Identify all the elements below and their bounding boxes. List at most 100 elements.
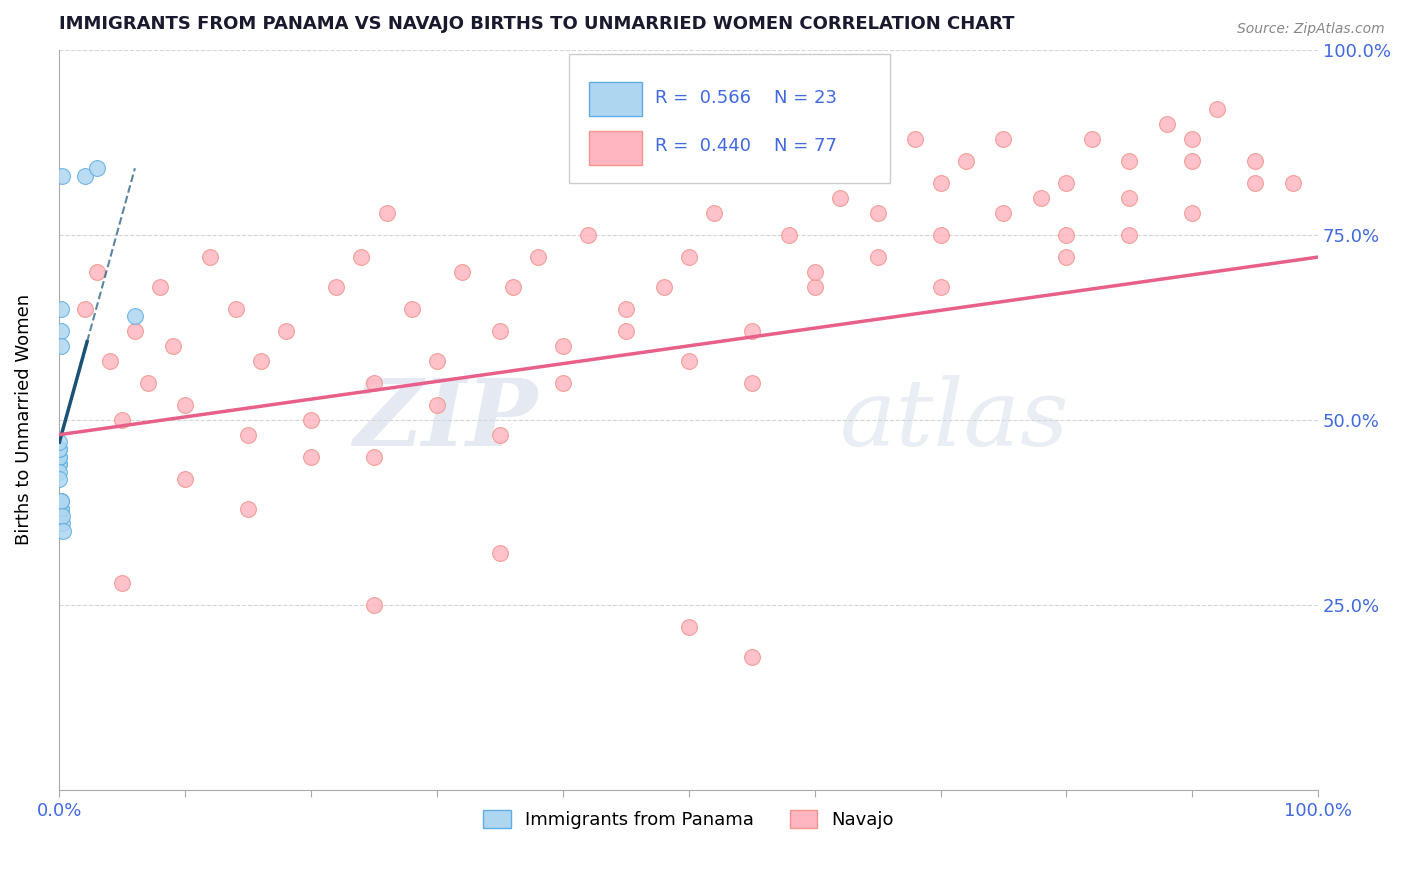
Point (1118, 227, 1140, 242)
Point (48, 457, 70, 471)
Text: atlas: atlas (839, 375, 1070, 465)
Point (174, 472, 197, 486)
Point (48, 435, 70, 450)
Point (703, 205, 725, 219)
Point (111, 575, 134, 590)
Point (526, 250, 548, 264)
Point (1181, 153, 1204, 168)
Point (51, 516, 73, 531)
Point (48, 457, 70, 471)
Point (1156, 117, 1178, 131)
FancyBboxPatch shape (589, 82, 643, 117)
Point (551, 339, 574, 353)
Point (363, 598, 385, 612)
Point (1054, 227, 1077, 242)
Point (614, 324, 637, 338)
Point (49, 301, 72, 316)
Point (866, 205, 889, 219)
Point (741, 376, 763, 390)
Point (576, 227, 599, 242)
Point (778, 227, 800, 242)
FancyBboxPatch shape (569, 54, 890, 183)
Point (993, 205, 1015, 219)
Point (828, 191, 851, 205)
Point (48, 450, 70, 464)
Legend: Immigrants from Panama, Navajo: Immigrants from Panama, Navajo (477, 803, 901, 837)
Point (426, 353, 449, 368)
Point (803, 265, 825, 279)
Point (49, 501, 72, 516)
Point (73, 169, 96, 183)
Point (375, 205, 398, 219)
Point (1244, 176, 1267, 190)
Point (124, 310, 146, 324)
Point (49, 501, 72, 516)
Point (741, 324, 763, 338)
Point (551, 376, 574, 390)
Point (401, 301, 423, 316)
Point (489, 427, 512, 442)
Point (426, 398, 449, 412)
Point (363, 376, 385, 390)
Point (866, 250, 889, 264)
Point (678, 250, 700, 264)
Text: ZIP: ZIP (353, 375, 537, 465)
Point (238, 501, 260, 516)
Point (678, 353, 700, 368)
Point (48, 442, 70, 457)
Point (489, 546, 512, 560)
Point (49, 494, 72, 508)
Point (86, 161, 108, 176)
Point (955, 153, 977, 168)
Point (48, 450, 70, 464)
Point (803, 279, 825, 293)
Point (49, 324, 72, 338)
Point (73, 301, 96, 316)
Point (49, 339, 72, 353)
Point (904, 131, 927, 145)
Point (174, 398, 197, 412)
Point (325, 279, 347, 293)
FancyBboxPatch shape (589, 130, 643, 164)
Y-axis label: Births to Unmarried Women: Births to Unmarried Women (15, 294, 32, 545)
Point (1118, 153, 1140, 168)
Point (162, 339, 184, 353)
Point (98, 353, 121, 368)
Point (1181, 205, 1204, 219)
Point (249, 353, 271, 368)
Point (614, 301, 637, 316)
Point (741, 649, 763, 664)
Point (1054, 176, 1077, 190)
Point (502, 279, 524, 293)
Point (48, 442, 70, 457)
Text: Source: ZipAtlas.com: Source: ZipAtlas.com (1237, 22, 1385, 37)
Point (993, 131, 1015, 145)
Point (929, 227, 952, 242)
Point (149, 279, 172, 293)
Point (111, 413, 134, 427)
Point (299, 413, 322, 427)
Point (1244, 153, 1267, 168)
Point (489, 324, 512, 338)
Point (225, 301, 247, 316)
Point (51, 169, 73, 183)
Point (1080, 131, 1102, 145)
Point (929, 176, 952, 190)
Point (678, 620, 700, 634)
Point (841, 153, 863, 168)
Point (48, 472, 70, 486)
Point (51, 509, 73, 524)
Text: R =  0.566    N = 23: R = 0.566 N = 23 (655, 89, 837, 107)
Point (363, 450, 385, 464)
Point (929, 279, 952, 293)
Point (52, 524, 75, 538)
Point (451, 265, 474, 279)
Point (1181, 131, 1204, 145)
Point (200, 250, 222, 264)
Point (1118, 191, 1140, 205)
Point (49, 494, 72, 508)
Point (1206, 102, 1229, 116)
Point (1282, 176, 1305, 190)
Text: IMMIGRANTS FROM PANAMA VS NAVAJO BIRTHS TO UNMARRIED WOMEN CORRELATION CHART: IMMIGRANTS FROM PANAMA VS NAVAJO BIRTHS … (59, 15, 1015, 33)
Point (652, 279, 675, 293)
